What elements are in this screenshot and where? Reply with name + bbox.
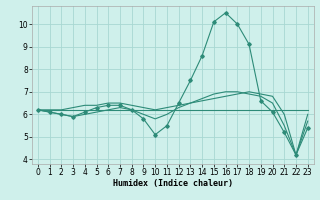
X-axis label: Humidex (Indice chaleur): Humidex (Indice chaleur) [113, 179, 233, 188]
